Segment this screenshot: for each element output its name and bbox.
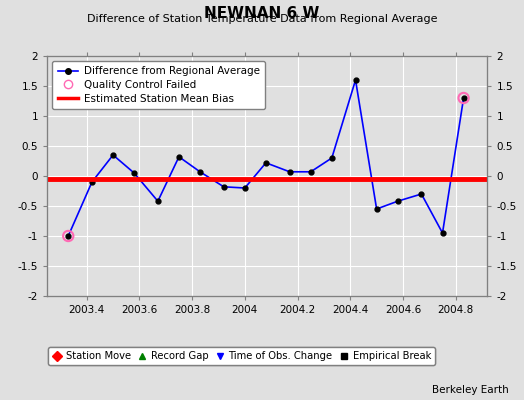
Point: [64, 233, 72, 239]
Point: [460, 95, 468, 101]
Legend: Station Move, Record Gap, Time of Obs. Change, Empirical Break: Station Move, Record Gap, Time of Obs. C…: [48, 347, 435, 366]
Text: NEWNAN 6 W: NEWNAN 6 W: [204, 6, 320, 21]
Text: Berkeley Earth: Berkeley Earth: [432, 385, 508, 395]
Text: Difference of Station Temperature Data from Regional Average: Difference of Station Temperature Data f…: [87, 14, 437, 24]
